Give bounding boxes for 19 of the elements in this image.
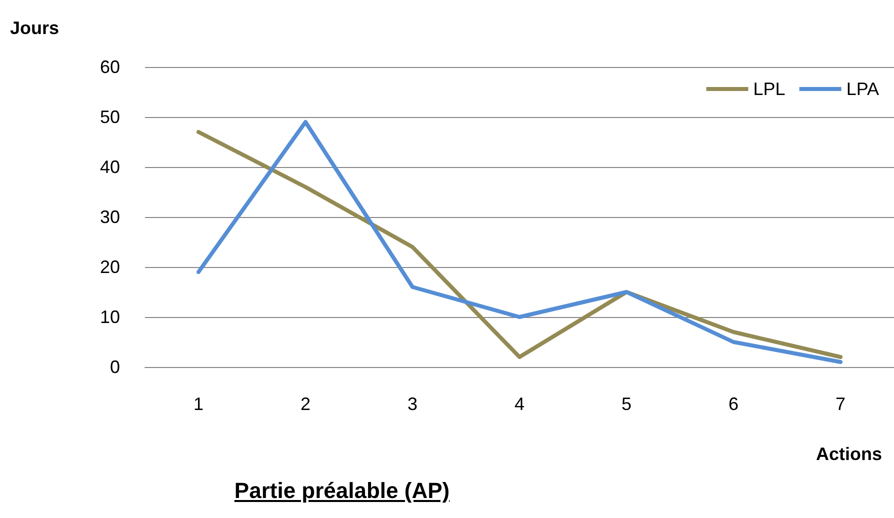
- x-tick-label: 6: [728, 394, 739, 414]
- y-tick-label: 30: [100, 207, 120, 227]
- y-tick-label: 0: [110, 357, 120, 377]
- y-tick-label: 50: [100, 107, 120, 127]
- x-tick-label: 2: [300, 394, 311, 414]
- x-axis-title: Actions: [816, 444, 882, 464]
- x-tick-label: 3: [407, 394, 418, 414]
- x-tick-label: 7: [835, 394, 846, 414]
- x-tick-label: 4: [514, 394, 525, 414]
- y-tick-label: 10: [100, 307, 120, 327]
- x-tick-label: 1: [193, 394, 204, 414]
- legend-label: LPA: [846, 79, 879, 99]
- y-tick-label: 60: [100, 57, 120, 77]
- y-tick-label: 40: [100, 157, 120, 177]
- legend-label: LPL: [753, 79, 786, 99]
- text: Partie préalable (AP): [233, 478, 451, 504]
- y-axis-title: Jours: [10, 18, 60, 38]
- x-tick-label: 5: [621, 394, 632, 414]
- y-tick-label: 20: [100, 257, 120, 277]
